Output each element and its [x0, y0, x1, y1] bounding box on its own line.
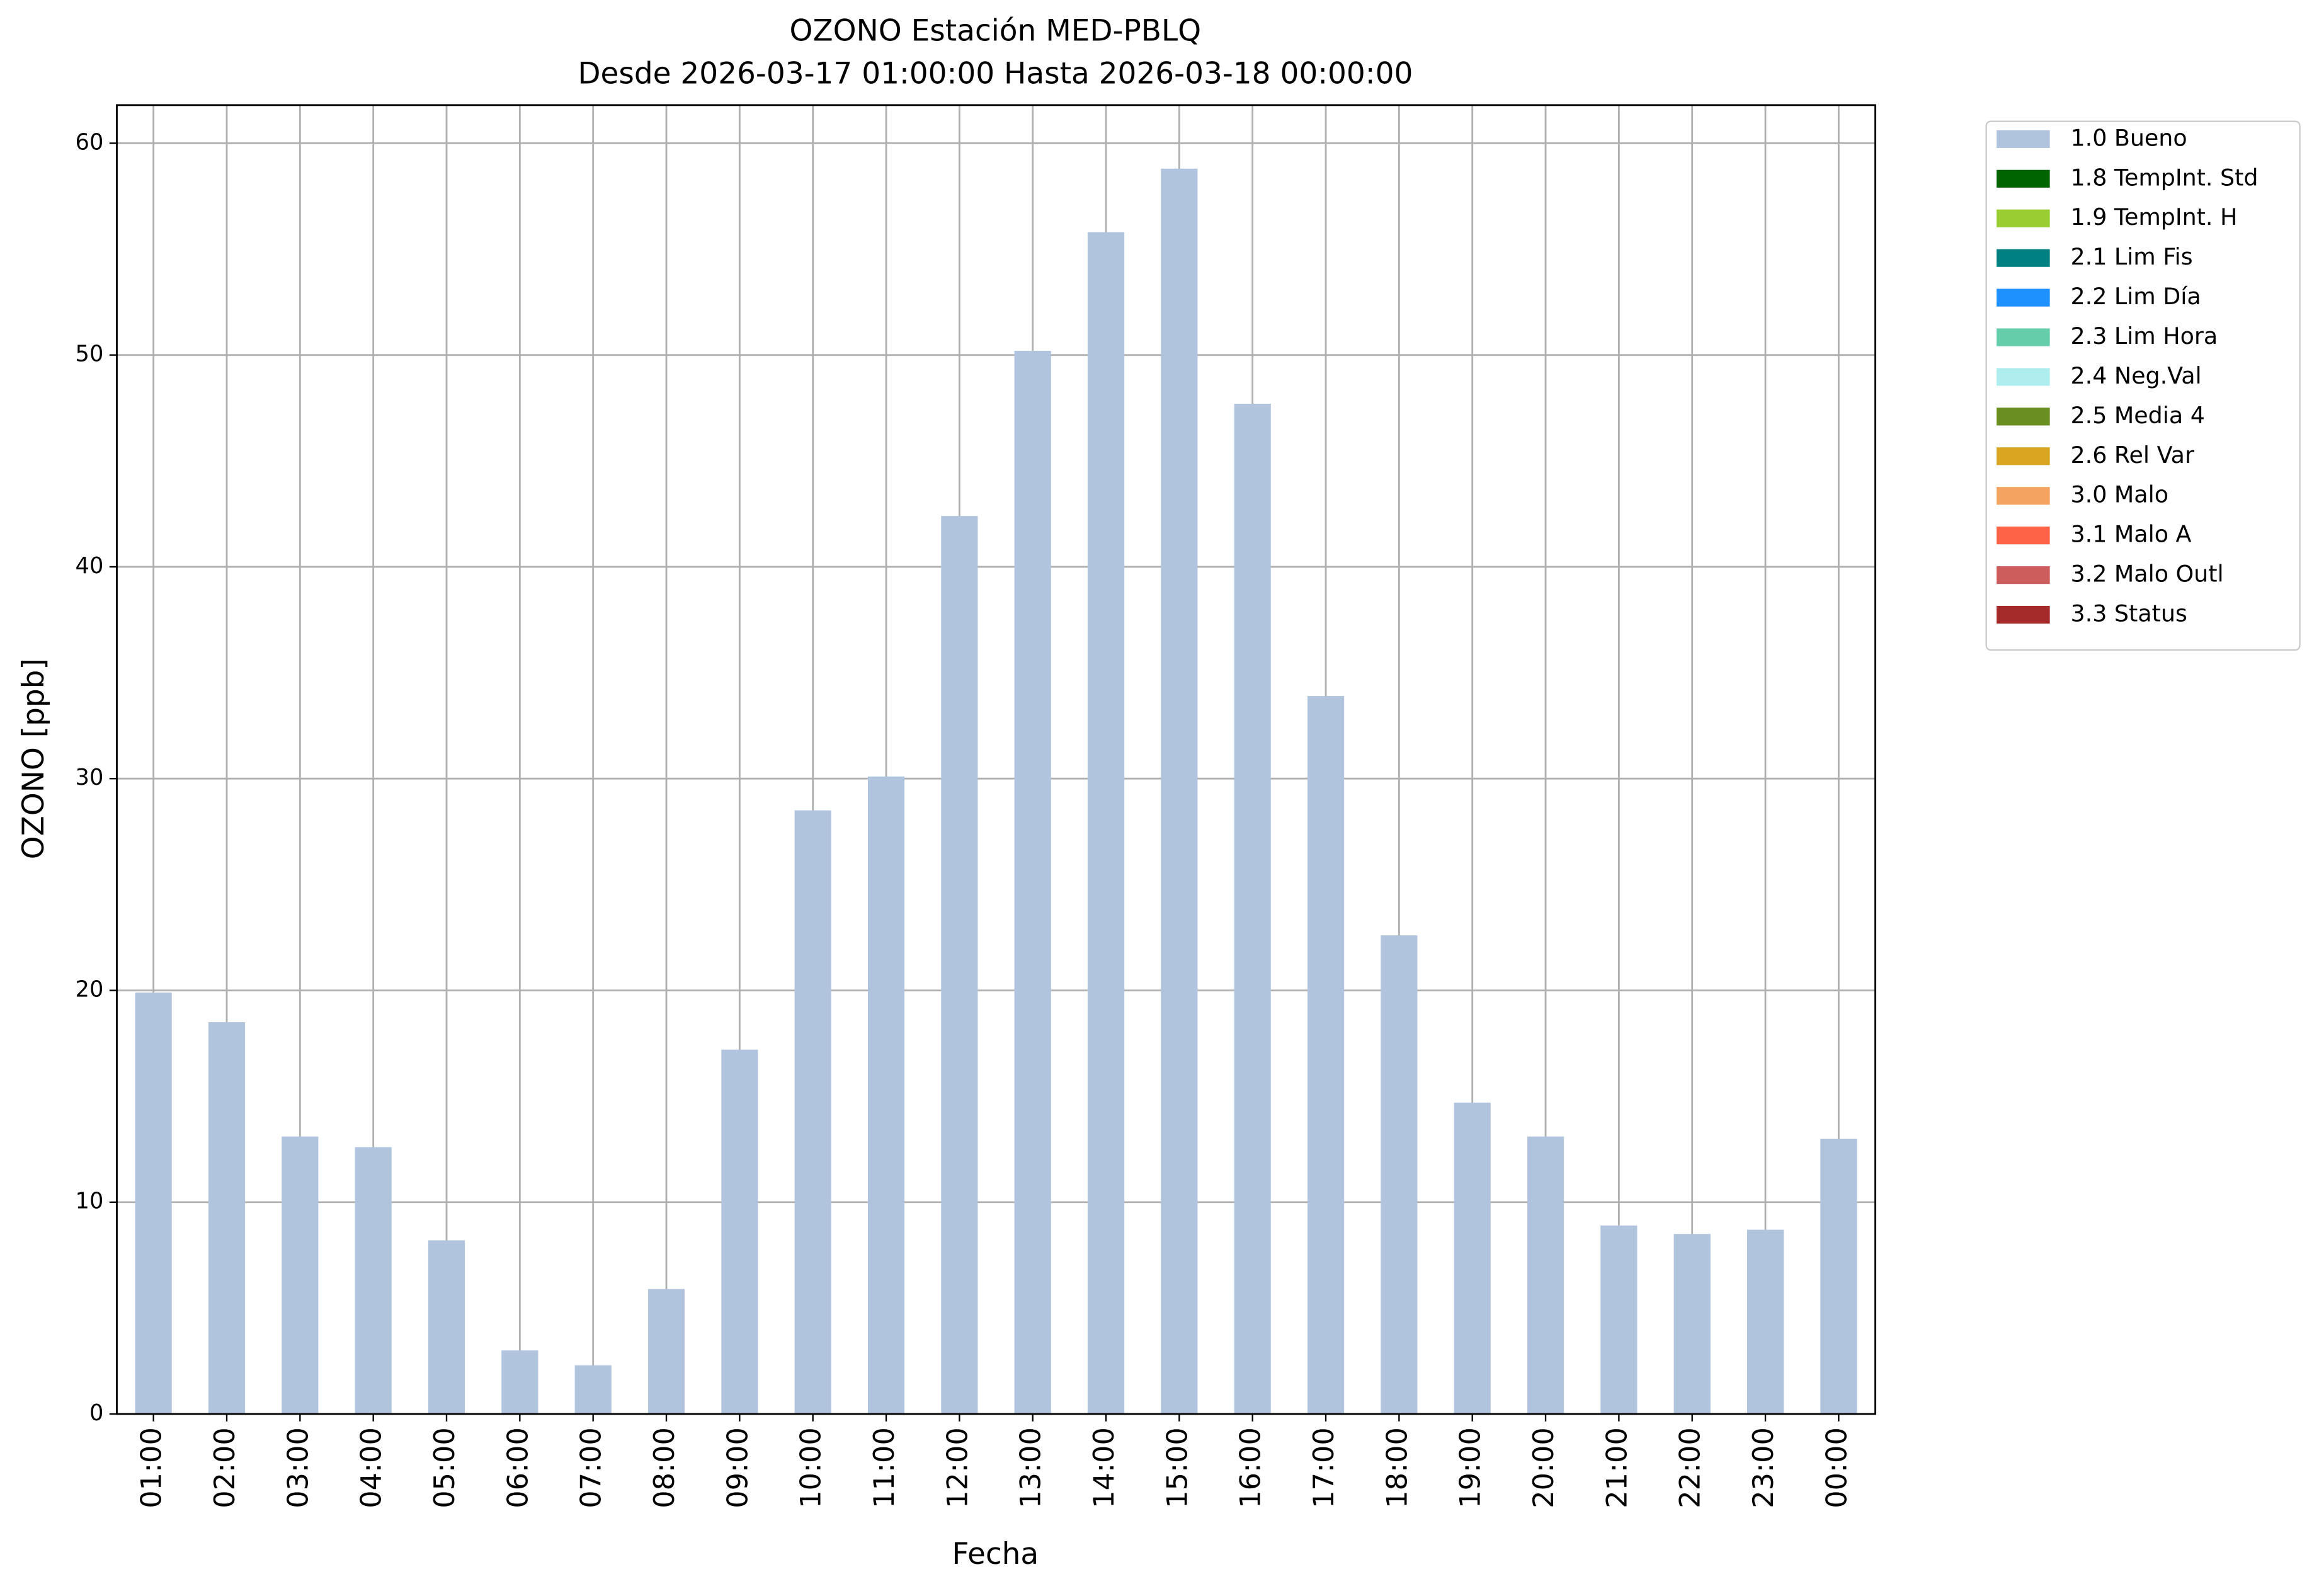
- legend-label: 1.0 Bueno: [2071, 124, 2187, 151]
- y-tick-label: 0: [89, 1400, 103, 1426]
- legend-label: 3.3 Status: [2071, 600, 2187, 627]
- legend-swatch: [1997, 487, 2050, 505]
- y-tick-label: 20: [76, 976, 104, 1002]
- x-tick-label: 09:00: [721, 1427, 754, 1508]
- bar: [1307, 696, 1345, 1415]
- x-tick-label: 23:00: [1747, 1427, 1780, 1508]
- x-tick-label: 03:00: [282, 1427, 314, 1508]
- x-tick-label: 12:00: [941, 1427, 974, 1508]
- y-axis-label: OZONO [ppb]: [16, 658, 51, 859]
- x-tick-label: 21:00: [1600, 1427, 1633, 1508]
- legend-swatch: [1997, 447, 2050, 465]
- bar: [794, 810, 831, 1415]
- bar: [1454, 1102, 1491, 1415]
- bar: [1673, 1234, 1711, 1415]
- chart-title: OZONO Estación MED-PBLQ: [790, 13, 1202, 48]
- bar: [1746, 1229, 1784, 1415]
- legend-swatch: [1997, 328, 2050, 346]
- legend-label: 2.6 Rel Var: [2071, 442, 2194, 469]
- bar: [867, 776, 905, 1415]
- y-tick-label: 60: [76, 129, 104, 155]
- legend-swatch: [1997, 408, 2050, 426]
- legend-label: 2.3 Lim Hora: [2071, 322, 2218, 350]
- bar: [647, 1289, 685, 1415]
- legend-swatch: [1997, 368, 2050, 386]
- y-tick-label: 10: [76, 1188, 104, 1214]
- bar: [1527, 1136, 1564, 1415]
- legend-label: 2.5 Media 4: [2071, 402, 2205, 429]
- x-tick-label: 04:00: [355, 1427, 388, 1508]
- x-tick-label: 11:00: [868, 1427, 901, 1508]
- legend-label: 2.1 Lim Fis: [2071, 243, 2193, 270]
- legend-swatch: [1997, 130, 2050, 148]
- legend-swatch: [1997, 288, 2050, 307]
- x-tick-label: 17:00: [1308, 1427, 1340, 1508]
- chart-subtitle: Desde 2026-03-17 01:00:00 Hasta 2026-03-…: [578, 56, 1413, 91]
- x-tick-label: 07:00: [575, 1427, 608, 1508]
- x-tick-label: 16:00: [1234, 1427, 1267, 1508]
- y-tick-label: 40: [76, 553, 104, 579]
- legend-swatch: [1997, 209, 2050, 227]
- x-tick-label: 06:00: [501, 1427, 534, 1508]
- legend-label: 3.0 Malo: [2071, 481, 2168, 508]
- x-tick-label: 13:00: [1015, 1427, 1047, 1508]
- x-tick-label: 08:00: [648, 1427, 681, 1508]
- bar: [941, 516, 978, 1415]
- legend-label: 1.8 TempInt. Std: [2071, 164, 2259, 191]
- bar: [501, 1350, 538, 1415]
- bar: [1600, 1225, 1638, 1415]
- legend-label: 3.1 Malo A: [2071, 521, 2192, 548]
- bar: [1820, 1138, 1857, 1415]
- bar: [1381, 935, 1418, 1415]
- x-tick-label: 20:00: [1527, 1427, 1560, 1508]
- bar: [208, 1022, 246, 1415]
- bar: [574, 1365, 612, 1415]
- legend-swatch: [1997, 566, 2050, 584]
- bar: [1234, 404, 1271, 1415]
- x-tick-label: 22:00: [1674, 1427, 1707, 1508]
- x-tick-label: 00:00: [1820, 1427, 1853, 1508]
- bar: [355, 1147, 392, 1415]
- legend-swatch: [1997, 249, 2050, 267]
- x-tick-label: 05:00: [428, 1427, 461, 1508]
- x-tick-label: 02:00: [208, 1427, 241, 1508]
- legend-label: 2.2 Lim Día: [2071, 283, 2201, 310]
- legend-box: [1985, 120, 2301, 651]
- bar: [1161, 168, 1198, 1415]
- x-tick-label: 14:00: [1088, 1427, 1120, 1508]
- x-tick-label: 18:00: [1381, 1427, 1413, 1508]
- x-axis-label: Fecha: [952, 1537, 1039, 1571]
- bar: [1087, 232, 1125, 1415]
- plot-frame: [116, 104, 1876, 1415]
- x-tick-label: 15:00: [1161, 1427, 1194, 1508]
- bar: [135, 992, 172, 1415]
- legend-label: 2.4 Neg.Val: [2071, 362, 2202, 389]
- legend-swatch: [1997, 169, 2050, 188]
- y-tick-label: 50: [76, 341, 104, 367]
- bar: [282, 1136, 319, 1415]
- x-tick-label: 01:00: [135, 1427, 168, 1508]
- legend-label: 3.2 Malo Outl: [2071, 561, 2224, 588]
- bar: [1014, 350, 1051, 1415]
- legend-swatch: [1997, 605, 2050, 624]
- legend-label: 1.9 TempInt. H: [2071, 203, 2238, 231]
- x-tick-label: 19:00: [1454, 1427, 1487, 1508]
- x-tick-label: 10:00: [795, 1427, 828, 1508]
- y-tick-label: 30: [76, 765, 104, 790]
- bar: [428, 1240, 465, 1415]
- bar: [721, 1049, 758, 1415]
- legend-swatch: [1997, 527, 2050, 545]
